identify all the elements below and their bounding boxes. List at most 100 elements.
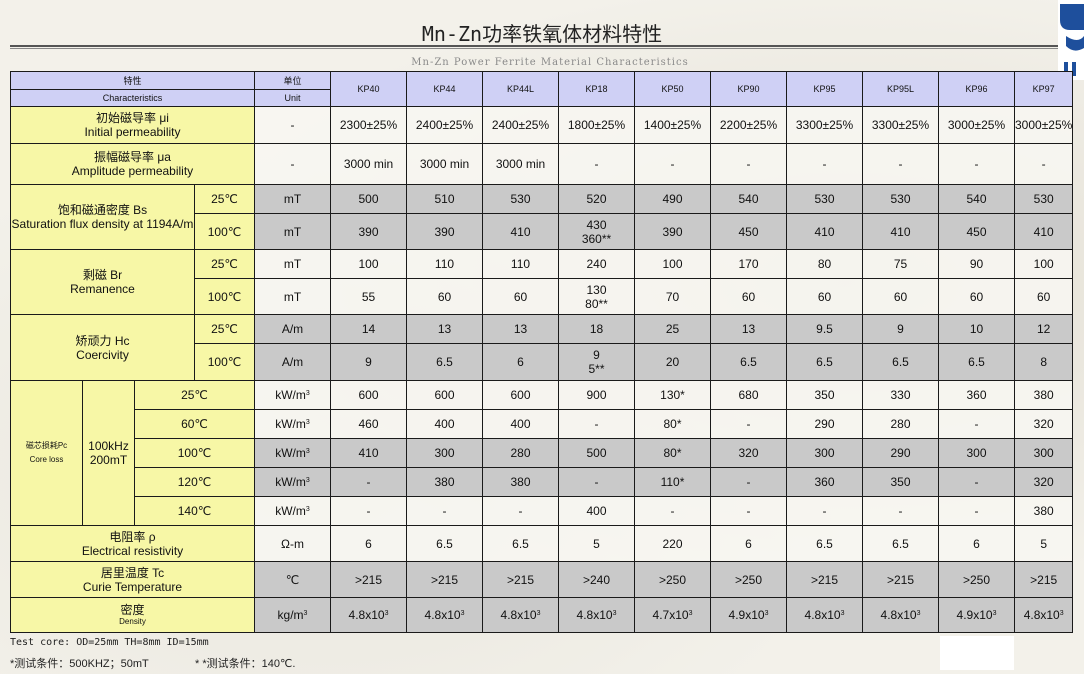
value-line-extra: 5** [588, 362, 605, 376]
label-cn: 密度 [120, 603, 145, 617]
value-cell: 14 [330, 314, 407, 344]
value-cell: 530 [482, 184, 559, 214]
value-cell: 100 [330, 249, 407, 279]
value-cell: 5 [558, 525, 635, 562]
value-cell: 290 [786, 409, 863, 439]
value-cell: 18 [558, 314, 635, 344]
label-electrical-resistivity: 电阻率 ρ Electrical resistivity [10, 525, 255, 562]
value-line-extra: 360** [581, 231, 612, 246]
value-cell: 280 [862, 409, 939, 439]
value-cell: - [330, 496, 407, 526]
condition-frequency: 100kHz [88, 439, 129, 453]
temp-label: 25℃ [194, 249, 255, 279]
label-en: Core loss [29, 455, 64, 464]
value-exponent: 3 [536, 610, 541, 617]
value-cell: 9 [862, 314, 939, 344]
value-cell: 300 [938, 438, 1015, 468]
value-cell: 25 [634, 314, 711, 344]
header-material: KP95 [786, 71, 863, 107]
header-material: KP95L [862, 71, 939, 107]
value-cell: 390 [330, 213, 407, 250]
label-cn: 居里温度 Tc [100, 565, 165, 580]
label-density: 密度 Density [10, 597, 255, 633]
header-material: KP40 [330, 71, 407, 107]
value-cell: 320 [1013, 467, 1074, 497]
value-cell: 240 [558, 249, 635, 279]
value-cell: >215 [1013, 561, 1074, 598]
value-cell: 410 [1013, 213, 1074, 250]
company-logo-icon [1058, 0, 1084, 80]
value-exponent: 3 [916, 610, 921, 617]
value-cell: 360 [938, 380, 1015, 410]
label-remanence: 剩磁 Br Remanence [10, 249, 195, 315]
value-cell: 450 [710, 213, 787, 250]
value-cell: 3000 min [482, 143, 559, 185]
value-cell: 6 [482, 343, 559, 381]
header-unit-cn: 单位 [254, 71, 331, 90]
value-cell: - [862, 496, 939, 526]
value-cell: 600 [330, 380, 407, 410]
value-cell: >250 [938, 561, 1015, 598]
value-cell: 290 [862, 438, 939, 468]
value-cell: 410 [786, 213, 863, 250]
value-cell: 60 [862, 278, 939, 315]
test-condition-note-2: * *测试条件：140℃. [195, 658, 296, 670]
value-cell: >215 [330, 561, 407, 598]
value-cell: 900 [558, 380, 635, 410]
value-cell: - [938, 409, 1015, 439]
header-material: KP90 [710, 71, 787, 107]
label-en: Initial permeability [84, 125, 181, 139]
value-cell: 1800±25% [558, 106, 635, 144]
unit-cell: - [254, 106, 331, 144]
value-cell: - [786, 496, 863, 526]
value-cell: 20 [634, 343, 711, 381]
value-cell: 60 [482, 278, 559, 315]
unit-exponent: 3 [305, 390, 310, 397]
header-material: KP50 [634, 71, 711, 107]
value-cell: 130* [634, 380, 711, 410]
value-cell: 110 [406, 249, 483, 279]
unit-exponent: 3 [305, 477, 310, 484]
value-cell: 4.9x103 [710, 597, 787, 633]
value-text: 4.8x10 [1023, 608, 1060, 622]
value-cell: 380 [1013, 380, 1074, 410]
value-cell: 4.7x103 [634, 597, 711, 633]
label-en: Saturation flux density at 1194A/m [11, 217, 194, 231]
label-saturation-flux-density: 饱和磁通密度 Bs Saturation flux density at 119… [10, 184, 195, 250]
value-cell: 380 [1013, 496, 1074, 526]
value-cell: 9.5 [786, 314, 863, 344]
temp-label: 25℃ [194, 314, 255, 344]
header-material: KP97 [1013, 71, 1074, 107]
label-en: Curie Temperature [82, 579, 183, 594]
value-cell: >215 [786, 561, 863, 598]
value-cell: 280 [482, 438, 559, 468]
value-cell: 13 [482, 314, 559, 344]
unit-cell: mT [254, 184, 331, 214]
unit-exponent: 3 [305, 419, 310, 426]
value-cell: 3300±25% [786, 106, 863, 144]
test-condition-note-1: *测试条件：500KHZ；50mT [10, 658, 149, 670]
value-cell: 300 [786, 438, 863, 468]
unit-cell: A/m [254, 314, 331, 344]
value-text: 4.8x10 [500, 608, 537, 622]
value-cell: 3000 min [406, 143, 483, 185]
value-cell: 410 [482, 213, 559, 250]
value-cell: 4.8x103 [1013, 597, 1074, 633]
value-cell: 350 [862, 467, 939, 497]
value-cell: 60 [786, 278, 863, 315]
value-cell: 530 [786, 184, 863, 214]
value-cell: 1400±25% [634, 106, 711, 144]
value-cell: - [558, 143, 635, 185]
value-cell: 9 5** [558, 343, 635, 381]
value-cell: 540 [938, 184, 1015, 214]
value-text: 4.7x10 [652, 608, 689, 622]
value-cell: 6 [710, 525, 787, 562]
value-text: 4.8x10 [424, 608, 461, 622]
value-cell: 110* [634, 467, 711, 497]
value-cell: 6.5 [406, 525, 483, 562]
unit-text: kW/m [275, 417, 306, 431]
value-cell: 6.5 [938, 343, 1015, 381]
unit-exponent: 3 [303, 610, 308, 617]
value-cell: 60 [406, 278, 483, 315]
value-cell: 80 [786, 249, 863, 279]
